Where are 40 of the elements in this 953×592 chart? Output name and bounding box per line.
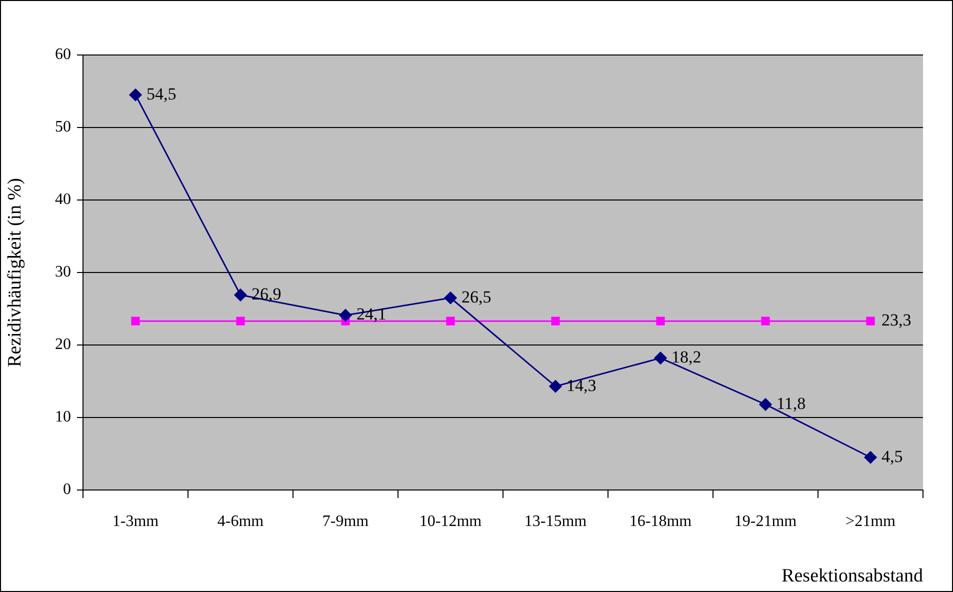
point	[866, 316, 875, 326]
point	[761, 316, 770, 326]
y-axis-title: Rezidivhäufigkeit (in %)	[4, 178, 26, 367]
y-tick-label: 20	[55, 336, 71, 354]
data-label: 14,3	[566, 376, 596, 395]
x-tick-label: 16-18mm	[629, 512, 692, 530]
point	[444, 292, 457, 304]
y-tick-label: 60	[55, 46, 71, 64]
x-tick-label: 10-12mm	[419, 512, 482, 530]
y-tick-label: 30	[55, 264, 71, 281]
point	[234, 288, 247, 302]
point	[236, 316, 245, 326]
point	[549, 380, 562, 393]
data-label: 11,8	[776, 394, 806, 413]
data-label: 26,5	[462, 287, 492, 306]
point	[759, 398, 772, 411]
y-tick-label: 50	[55, 118, 71, 136]
data-label: 18,2	[672, 348, 702, 367]
data-label: 26,9	[252, 284, 282, 304]
x-tick-label: 1-3mm	[112, 512, 160, 530]
x-axis-title: Resektionsabstand	[782, 566, 924, 587]
y-tick-label: 40	[55, 191, 71, 208]
point	[129, 88, 142, 102]
point	[131, 316, 140, 326]
x-tick-label: >21mm	[846, 512, 896, 530]
point	[551, 316, 560, 326]
data-label: 23,3	[882, 310, 912, 330]
x-tick-label: 7-9mm	[322, 512, 370, 530]
y-tick-label: 0	[63, 481, 71, 498]
point	[654, 352, 667, 364]
x-tick-label: 13-15mm	[524, 512, 588, 530]
point	[446, 316, 455, 326]
point	[864, 451, 877, 464]
x-tick-label: 19-21mm	[734, 512, 798, 530]
x-tick-label: 4-6mm	[217, 512, 264, 530]
data-label: 4,5	[882, 446, 903, 466]
point	[656, 316, 665, 326]
point	[339, 309, 352, 322]
y-tick-label: 10	[55, 408, 71, 426]
data-label: 54,5	[146, 84, 176, 104]
